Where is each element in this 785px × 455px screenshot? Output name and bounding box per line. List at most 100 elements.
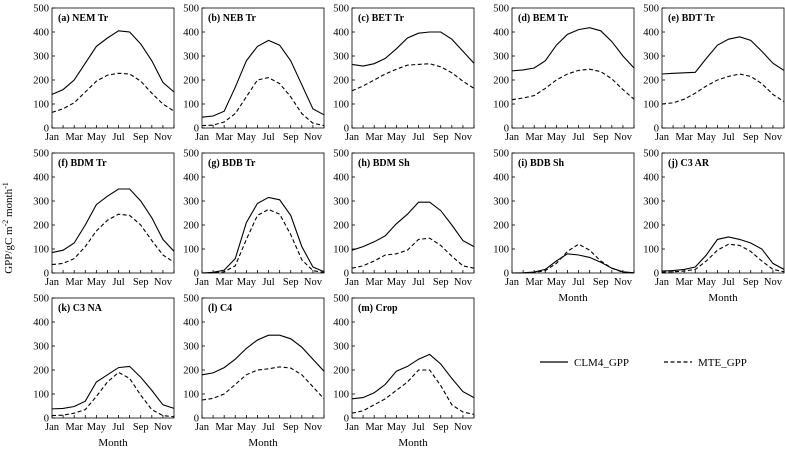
panel-frame <box>351 7 475 129</box>
y-tick-label: 300 <box>493 52 509 63</box>
x-tick-label: Jul <box>262 132 274 143</box>
x-tick-label: Jul <box>572 277 584 288</box>
panel: 0 100 200 300 400 500 Jan Mar May Jul Sep Nov (i) BD… <box>493 149 635 304</box>
x-tick-label: Jan <box>195 277 210 288</box>
y-tick-label: 0 <box>344 414 349 425</box>
y-tick-label: 200 <box>333 366 349 377</box>
panel-label: (e) BDT Tr <box>668 13 715 24</box>
y-tick-label: 500 <box>333 294 349 305</box>
x-tick-label: Jan <box>195 422 210 433</box>
y-tick-label: 100 <box>183 100 199 111</box>
y-tick-label: 400 <box>183 28 199 39</box>
x-tick-label: May <box>547 132 567 143</box>
x-tick-label: Jan <box>655 132 670 143</box>
y-tick-label: 500 <box>333 149 349 160</box>
panel-frame <box>351 297 475 419</box>
panel-frame <box>51 152 175 274</box>
panel: 0 100 200 300 400 500 Jan Mar May Jul Sep Nov (l) C4… <box>183 294 325 449</box>
panel-label: (a) NEM Tr <box>58 13 109 24</box>
y-tick-label: 300 <box>33 342 49 353</box>
x-tick-label: Nov <box>154 422 173 433</box>
y-tick-label: 500 <box>33 149 49 160</box>
y-tick-label: 0 <box>44 124 49 135</box>
x-tick-label: Mar <box>65 277 83 288</box>
series-line-clm4 <box>201 196 325 274</box>
y-tick-label: 400 <box>493 173 509 184</box>
panel-frame <box>201 297 325 419</box>
x-tick-label: Mar <box>215 277 233 288</box>
y-tick-label: 300 <box>333 342 349 353</box>
y-tick-label: 0 <box>194 414 199 425</box>
x-axis-label: Month <box>248 437 278 449</box>
series-line-mte <box>351 237 475 269</box>
y-axis-label-sup2: -1 <box>1 182 10 189</box>
series-line-mte <box>201 366 325 401</box>
y-tick-label: 100 <box>33 390 49 401</box>
y-tick-label: 200 <box>33 221 49 232</box>
y-tick-label: 0 <box>344 269 349 280</box>
x-tick-label: Jan <box>505 132 520 143</box>
y-tick-label: 0 <box>194 269 199 280</box>
x-tick-label: Jan <box>195 132 210 143</box>
x-tick-label: May <box>237 277 257 288</box>
x-tick-label: Sep <box>133 277 149 288</box>
series-line-clm4 <box>511 253 635 274</box>
x-tick-label: Mar <box>215 132 233 143</box>
y-tick-label: 400 <box>333 28 349 39</box>
x-tick-label: Sep <box>283 422 299 433</box>
y-tick-label: 300 <box>643 52 659 63</box>
panel-frame <box>201 7 325 129</box>
series-line-clm4 <box>51 365 175 410</box>
y-tick-label: 200 <box>183 366 199 377</box>
y-tick-label: 300 <box>183 342 199 353</box>
y-tick-label: 400 <box>183 173 199 184</box>
panel-frame <box>661 7 785 129</box>
y-tick-label: 400 <box>33 173 49 184</box>
y-tick-label: 0 <box>44 269 49 280</box>
x-tick-label: Nov <box>154 277 173 288</box>
x-tick-label: Mar <box>65 422 83 433</box>
x-tick-label: Jul <box>722 277 734 288</box>
y-axis-label-main: GPP/gC m <box>3 226 15 274</box>
x-tick-label: Mar <box>675 277 693 288</box>
x-tick-label: Nov <box>614 132 633 143</box>
panel-label: (l) C4 <box>208 303 232 314</box>
x-tick-label: Sep <box>743 132 759 143</box>
y-tick-label: 500 <box>333 4 349 15</box>
panel: 0 100 200 300 400 500 Jan Mar May Jul Sep Nov (k) C3… <box>33 294 175 449</box>
panel-label: (f) BDM Tr <box>58 158 107 169</box>
x-tick-label: Sep <box>433 422 449 433</box>
y-tick-label: 0 <box>504 269 509 280</box>
y-tick-label: 300 <box>333 197 349 208</box>
series-line-mte <box>511 68 635 101</box>
panel-label: (i) BDB Sh <box>518 158 565 169</box>
panel-label: (d) BEM Tr <box>518 13 569 24</box>
x-axis-label: Month <box>708 292 738 304</box>
panel: 0 100 200 300 400 500 Jan Mar May Jul Sep Nov (c) BE… <box>333 4 475 143</box>
legend-dashed-label: MTE_GPP <box>698 357 747 369</box>
x-axis-label: Month <box>398 437 428 449</box>
y-tick-label: 100 <box>33 100 49 111</box>
y-tick-label: 0 <box>194 124 199 135</box>
panel: 0 100 200 300 400 500 Jan Mar May Jul Sep Nov (j) C3… <box>643 149 785 304</box>
x-tick-label: May <box>387 277 407 288</box>
x-tick-label: Mar <box>215 422 233 433</box>
series-line-clm4 <box>661 36 785 75</box>
x-tick-label: Jul <box>412 132 424 143</box>
y-axis-label-sup1: -2 <box>1 220 10 227</box>
x-tick-label: Nov <box>764 277 783 288</box>
y-tick-label: 0 <box>344 124 349 135</box>
y-tick-label: 200 <box>643 76 659 87</box>
y-tick-label: 0 <box>504 124 509 135</box>
y-tick-label: 200 <box>33 366 49 377</box>
y-tick-label: 100 <box>643 245 659 256</box>
x-tick-label: May <box>697 277 717 288</box>
series-line-clm4 <box>351 353 475 400</box>
x-tick-label: Jan <box>655 277 670 288</box>
x-tick-label: Jan <box>45 132 60 143</box>
x-tick-label: Jul <box>112 277 124 288</box>
panel-frame <box>511 7 635 129</box>
x-tick-label: Mar <box>675 132 693 143</box>
x-tick-label: Mar <box>525 132 543 143</box>
